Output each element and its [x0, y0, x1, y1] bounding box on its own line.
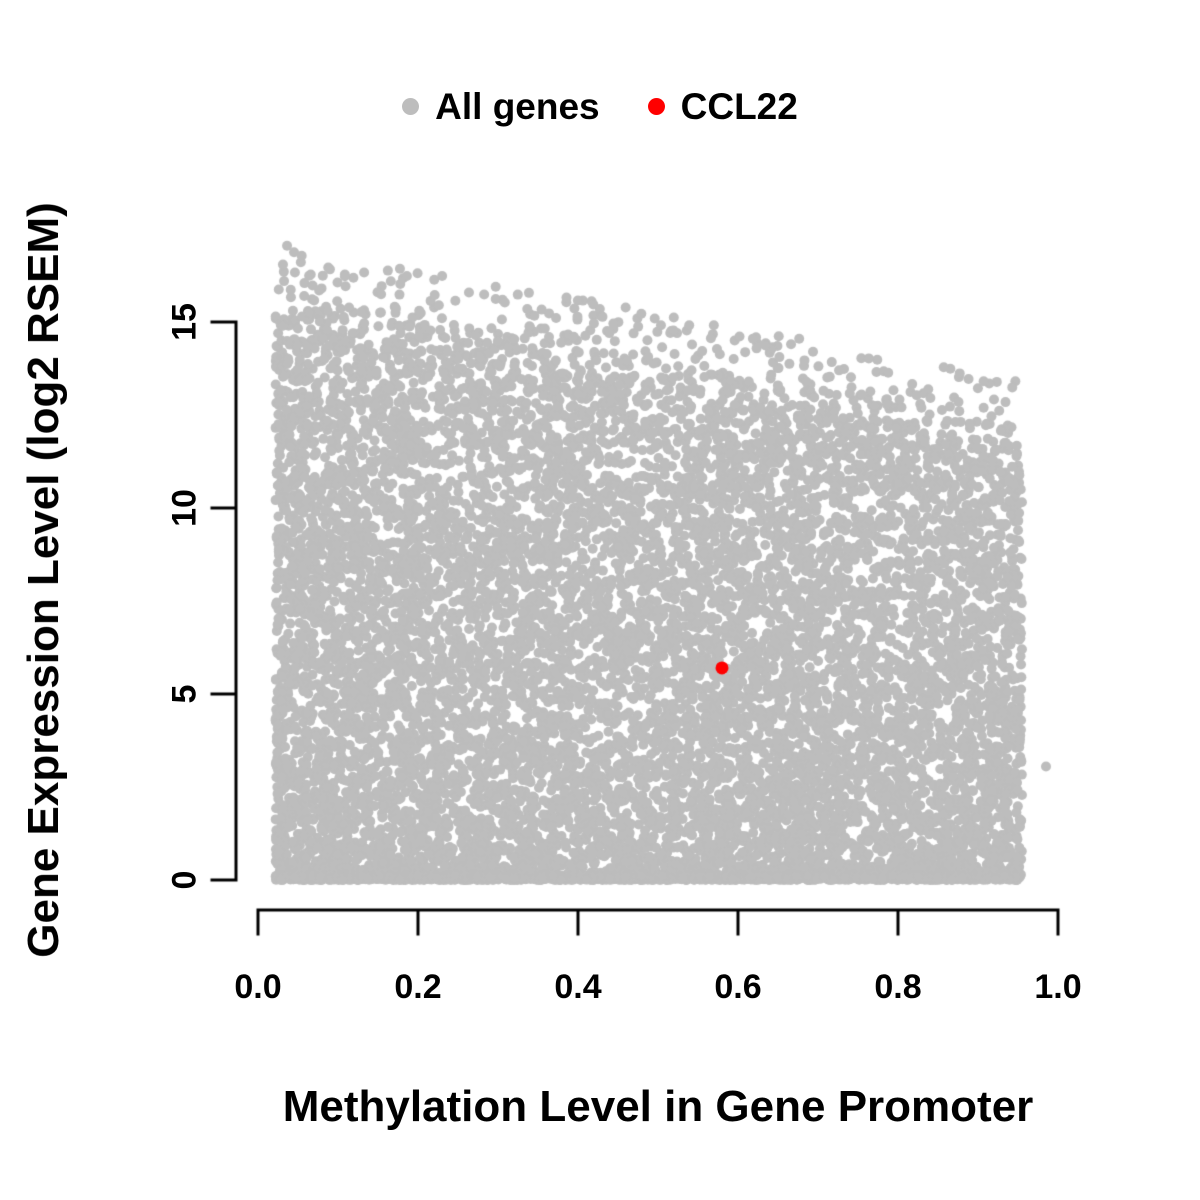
y-tick-label-0: 0: [165, 870, 204, 890]
legend-item-all-genes: All genes: [402, 88, 600, 125]
x-tick-label-0.0: 0.0: [234, 968, 282, 1006]
legend-label-all-genes: All genes: [435, 86, 600, 127]
legend: All genes CCL22: [0, 88, 1200, 125]
y-tick-label-5: 5: [165, 684, 204, 704]
x-tick-label-0.8: 0.8: [874, 968, 922, 1006]
x-tick-label-0.2: 0.2: [394, 968, 442, 1006]
x-tick-label-0.6: 0.6: [714, 968, 762, 1006]
x-axis-title: Methylation Level in Gene Promoter: [282, 1082, 1034, 1131]
ccl22-point-icon: [647, 98, 665, 115]
x-tick-label-1.0: 1.0: [1034, 968, 1082, 1006]
all-genes-point-icon: [402, 98, 420, 115]
x-tick-label-0.4: 0.4: [554, 968, 602, 1006]
legend-label-ccl22: CCL22: [680, 86, 798, 127]
y-tick-label-15: 15: [165, 303, 204, 341]
y-axis-title: Gene Expression Level (log2 RSEM): [19, 202, 68, 958]
legend-item-ccl22: CCL22: [647, 86, 798, 127]
y-tick-label-10: 10: [165, 489, 204, 527]
